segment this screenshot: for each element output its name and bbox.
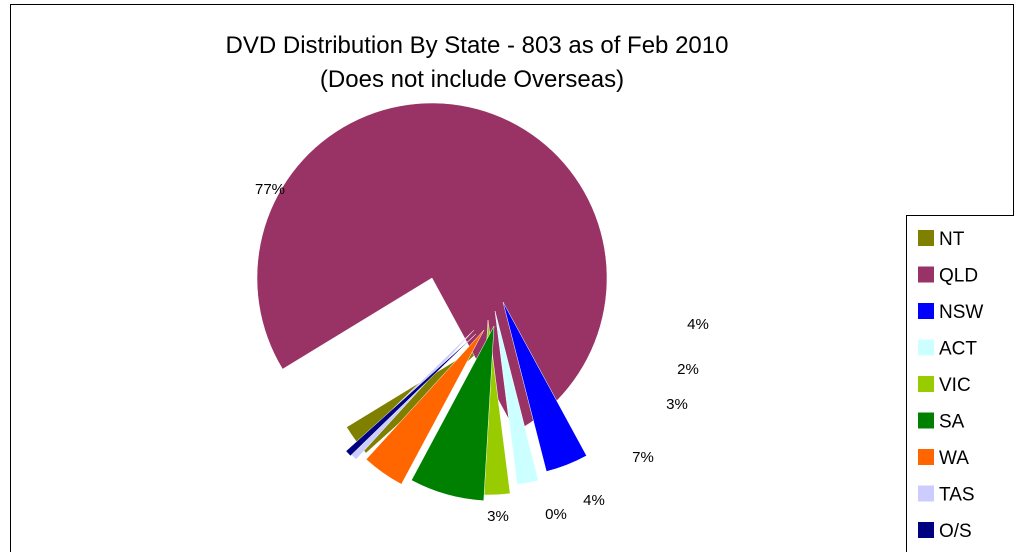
- legend-label-act: ACT: [939, 339, 977, 360]
- data-label-nsw: 4%: [687, 316, 709, 333]
- legend-swatch-act: [918, 339, 934, 356]
- legend-swatch-wa: [918, 449, 934, 465]
- chart-title: DVD Distribution By State - 803 as of Fe…: [226, 32, 729, 59]
- pie-slice-os: [345, 333, 477, 457]
- legend-label-wa: WA: [939, 448, 969, 469]
- chart-subtitle: (Does not include Overseas): [320, 66, 624, 93]
- data-label-qld: 77%: [255, 181, 285, 198]
- pie-slice-act: [494, 310, 539, 485]
- legend-label-sa: SA: [939, 412, 965, 433]
- pie-slice-nsw: [502, 301, 587, 472]
- legend-swatch-nsw: [918, 303, 934, 319]
- data-label-wa: 4%: [583, 492, 605, 509]
- pie-slice-wa: [365, 329, 485, 485]
- pie-labels: 3% 77% 4% 2% 3% 7% 4% 0%: [255, 181, 709, 525]
- legend-swatch-nt: [918, 230, 934, 246]
- data-label-vic: 3%: [666, 396, 688, 413]
- data-label-sa: 7%: [632, 449, 654, 466]
- data-label-os: 0%: [545, 506, 567, 523]
- legend-swatch-tas: [918, 485, 934, 502]
- legend-label-qld: QLD: [939, 266, 978, 287]
- pie-slice-sa: [411, 325, 495, 501]
- legend: NT QLD NSW ACT VIC SA WA TAS O/S: [906, 215, 1014, 552]
- legend-label-os: O/S: [939, 521, 972, 542]
- data-label-nt: 3%: [487, 508, 509, 525]
- legend-swatch-sa: [918, 412, 934, 429]
- legend-swatch-vic: [918, 376, 934, 392]
- data-label-act: 2%: [677, 361, 699, 378]
- legend-label-tas: TAS: [939, 485, 975, 506]
- legend-swatch-os: [918, 522, 934, 538]
- pie-slices: [256, 102, 608, 501]
- legend-label-vic: VIC: [939, 375, 971, 396]
- legend-label-nsw: NSW: [939, 302, 983, 323]
- legend-swatch-qld: [918, 266, 934, 283]
- legend-label-nt: NT: [939, 229, 965, 250]
